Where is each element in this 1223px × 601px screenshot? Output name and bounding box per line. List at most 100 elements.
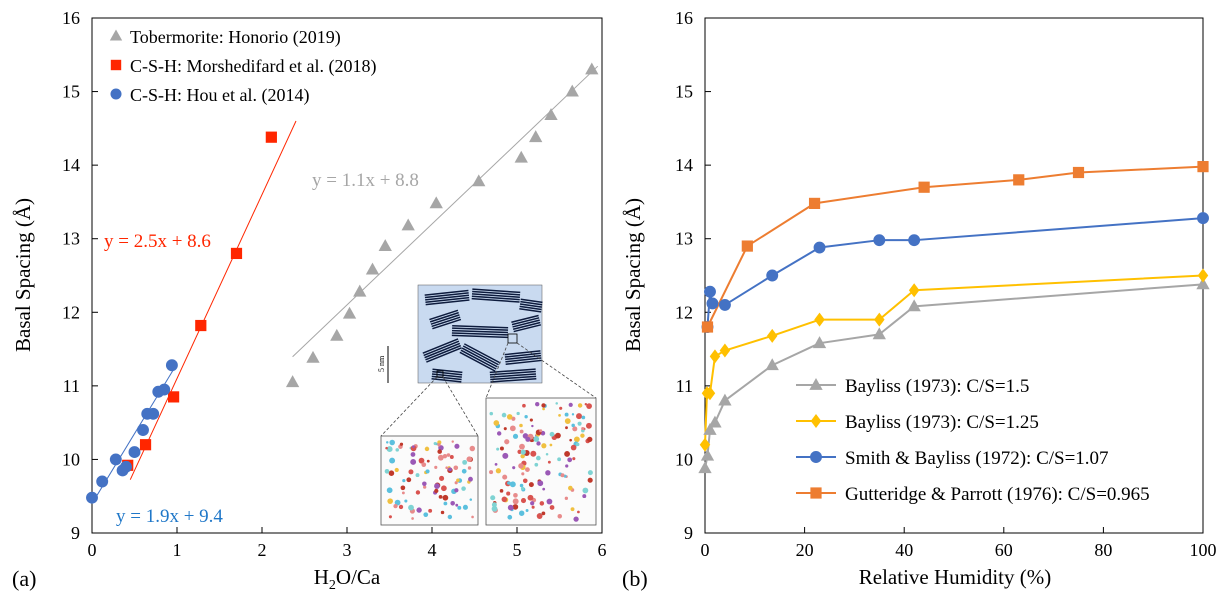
sheet-layer [489, 370, 536, 376]
atom [416, 507, 422, 513]
inset-sheet-stacks [422, 288, 543, 383]
sheet-layer [460, 349, 497, 370]
panel-b-legend: Bayliss (1973): C/S=1.5 Bayliss (1973): C… [796, 376, 1150, 505]
atom [501, 496, 508, 503]
data-point [285, 375, 300, 388]
atom [454, 481, 458, 485]
y-tick-label: 12 [675, 302, 693, 322]
atom [528, 482, 534, 488]
fit-label-morshedifard: y = 2.5x + 8.6 [104, 231, 211, 252]
atom [524, 415, 528, 419]
atom [560, 473, 565, 478]
inset-zoom-line [442, 376, 479, 437]
panel-b: 0 20 40 60 80 100 9 10 11 12 13 14 15 16 Bayliss (197… [621, 8, 1217, 591]
y-tick-label: 16 [675, 8, 693, 28]
atom [411, 517, 414, 520]
sheet-layer [505, 359, 542, 365]
atom [573, 516, 579, 522]
atom [525, 436, 531, 442]
legend-label: Smith & Bayliss (1972): C/S=1.07 [845, 448, 1109, 469]
atom [557, 457, 562, 462]
atom [400, 485, 406, 491]
data-point [698, 461, 712, 474]
atom [469, 498, 473, 501]
sheet-stack [429, 309, 462, 330]
sheet-layer [513, 324, 542, 333]
y-tick-label: 9 [684, 523, 693, 543]
atom [401, 491, 405, 495]
atom [516, 411, 520, 416]
sheet-layer [463, 343, 501, 364]
atom [499, 446, 504, 451]
atom [393, 503, 398, 509]
atom [399, 442, 404, 446]
atom [558, 414, 561, 417]
data-point [365, 262, 380, 275]
data-point [1072, 166, 1085, 179]
atom [577, 421, 582, 426]
atom [574, 436, 580, 443]
atom [587, 470, 593, 476]
legend-label: C-S-H: Hou et al. (2014) [130, 85, 309, 106]
atom [531, 424, 534, 428]
atom [423, 485, 427, 489]
sheet-layer [512, 321, 541, 330]
atom [509, 425, 516, 432]
atom [568, 485, 573, 491]
sheet-layer [429, 309, 459, 321]
data-point [907, 299, 921, 312]
atom [386, 446, 393, 453]
atom [512, 466, 516, 470]
atom [522, 478, 528, 484]
sheet-layer [425, 296, 470, 303]
data-point [1197, 268, 1209, 283]
sheet-stack [424, 289, 470, 306]
data-point [709, 349, 721, 364]
atom [491, 502, 497, 508]
sheet-layer [519, 308, 542, 313]
x-tick-label: 80 [1094, 540, 1112, 560]
atom [536, 513, 543, 519]
atom [541, 511, 546, 516]
atom [449, 455, 454, 459]
sheet-layer [431, 378, 462, 383]
data-point [918, 181, 930, 193]
y-tick-label: 10 [62, 449, 80, 469]
atom [388, 470, 395, 476]
atom [442, 454, 448, 459]
data-point [306, 350, 320, 363]
atom [555, 402, 558, 405]
sheet-layer [490, 375, 537, 381]
atom [445, 466, 449, 470]
atom [534, 462, 539, 467]
atom [542, 487, 546, 491]
atom [529, 418, 533, 422]
atom [410, 452, 416, 457]
y-tick-label: 15 [675, 82, 693, 102]
atom [542, 407, 545, 411]
data-point [704, 386, 716, 401]
data-point [401, 218, 415, 231]
data-point [766, 269, 779, 282]
atom [513, 493, 518, 498]
data-point [699, 437, 711, 452]
sheet-layer [424, 292, 469, 299]
atom [519, 443, 525, 450]
atom [440, 510, 445, 515]
atom [530, 450, 537, 457]
atom [535, 401, 540, 407]
panel-a-points [86, 62, 599, 504]
sheet-layer [429, 311, 459, 323]
atom [555, 432, 561, 439]
sheet-layer [512, 319, 540, 328]
atom [496, 447, 500, 451]
atom [434, 483, 440, 489]
data-point [765, 358, 779, 371]
data-point [139, 439, 152, 451]
inset-zoom-line [516, 342, 597, 399]
atom [415, 490, 421, 495]
atom [443, 501, 448, 506]
x-tick-label: 5 [513, 540, 522, 560]
atom [466, 456, 473, 462]
atom [565, 426, 568, 430]
